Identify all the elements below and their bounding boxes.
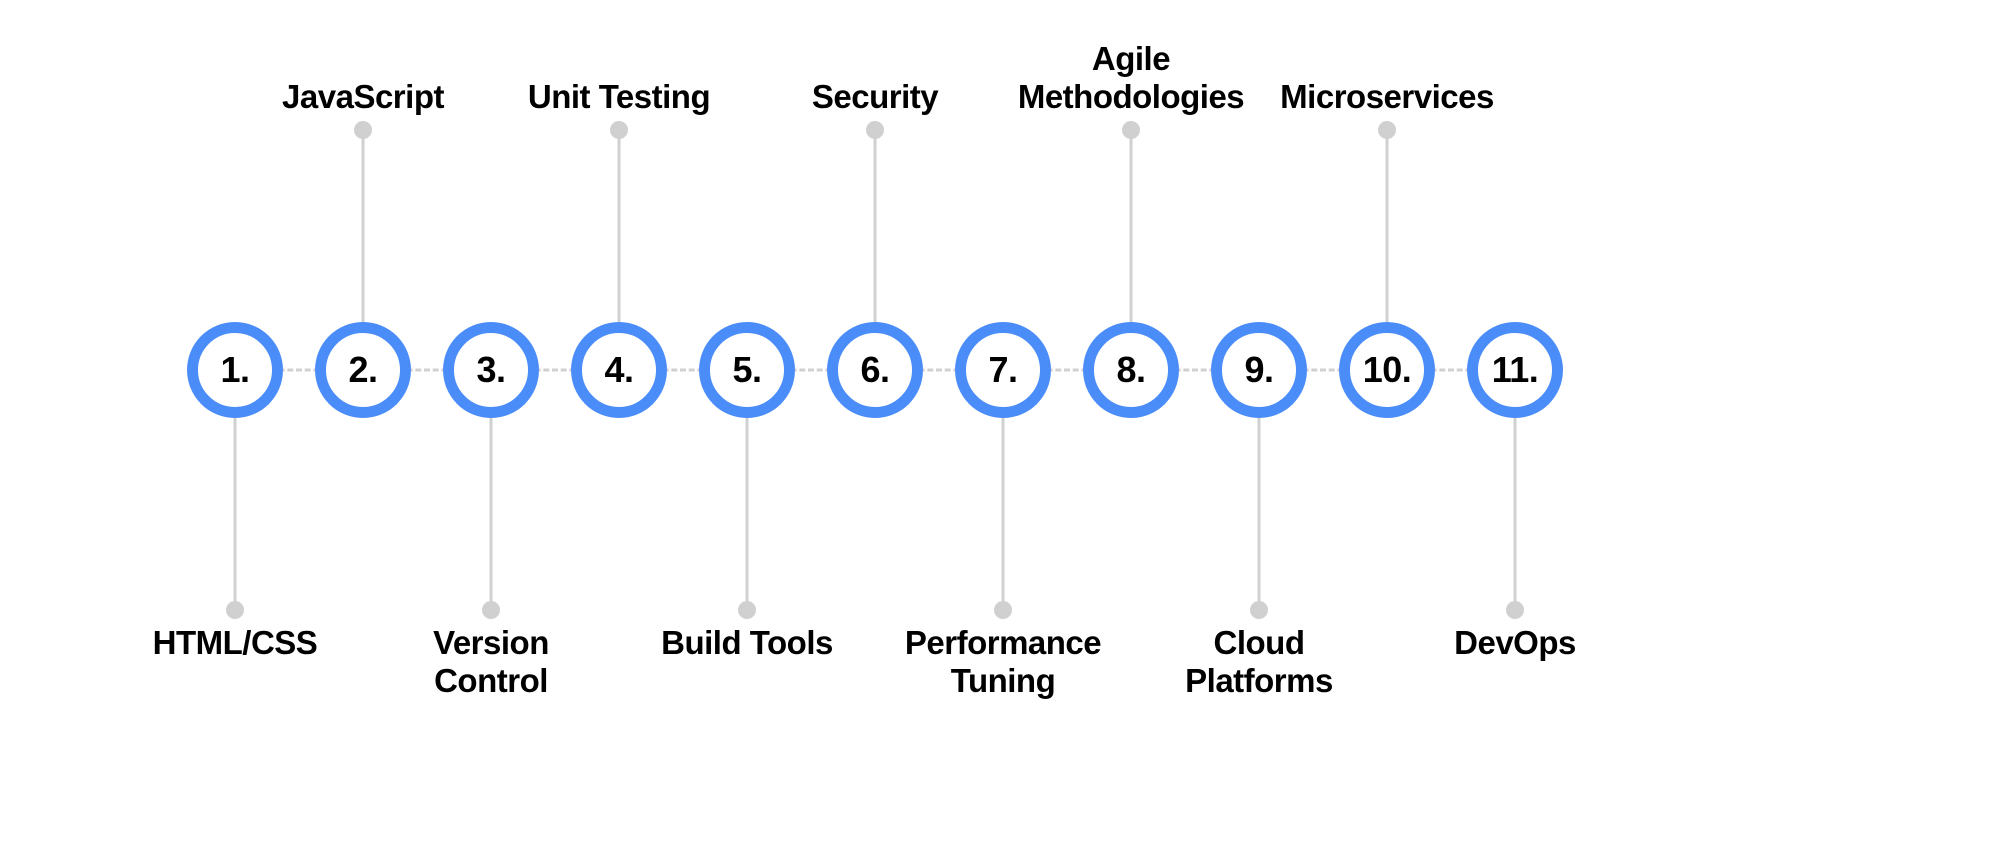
stem-endpoint [1250, 601, 1268, 619]
node-label: Performance Tuning [905, 624, 1101, 700]
timeline-roadmap: HTML/CSS 1. JavaScript 2. Version Control 3. U… [0, 0, 2000, 848]
node-number: 4. [604, 349, 633, 391]
node-label: DevOps [1454, 624, 1576, 662]
stem-endpoint [354, 121, 372, 139]
timeline-node: 2. [315, 322, 411, 418]
timeline-node: 9. [1211, 322, 1307, 418]
stem-endpoint [482, 601, 500, 619]
node-label: JavaScript [282, 78, 444, 116]
timeline-node: 6. [827, 322, 923, 418]
timeline-node: 4. [571, 322, 667, 418]
timeline-node: 8. [1083, 322, 1179, 418]
node-label: Microservices [1280, 78, 1494, 116]
node-number: 1. [220, 349, 249, 391]
node-number: 5. [732, 349, 761, 391]
node-number: 10. [1363, 349, 1412, 391]
timeline-node: 1. [187, 322, 283, 418]
node-label: Build Tools [661, 624, 833, 662]
timeline-node: 11. [1467, 322, 1563, 418]
node-number: 2. [348, 349, 377, 391]
node-label: Security [812, 78, 938, 116]
node-label: Unit Testing [528, 78, 710, 116]
stem-endpoint [610, 121, 628, 139]
node-number: 11. [1492, 349, 1539, 391]
node-label: Agile Methodologies [1018, 40, 1244, 116]
stem-endpoint [226, 601, 244, 619]
node-label: HTML/CSS [153, 624, 318, 662]
timeline-node: 7. [955, 322, 1051, 418]
node-number: 3. [476, 349, 505, 391]
stem-endpoint [1506, 601, 1524, 619]
node-number: 7. [988, 349, 1017, 391]
timeline-node: 5. [699, 322, 795, 418]
node-label: Version Control [433, 624, 549, 700]
timeline-node: 10. [1339, 322, 1435, 418]
node-number: 6. [860, 349, 889, 391]
stem-endpoint [1122, 121, 1140, 139]
stem-endpoint [994, 601, 1012, 619]
timeline-node: 3. [443, 322, 539, 418]
node-number: 8. [1116, 349, 1145, 391]
node-label: Cloud Platforms [1185, 624, 1333, 700]
stem-endpoint [866, 121, 884, 139]
node-number: 9. [1244, 349, 1273, 391]
stem-endpoint [1378, 121, 1396, 139]
stem-endpoint [738, 601, 756, 619]
